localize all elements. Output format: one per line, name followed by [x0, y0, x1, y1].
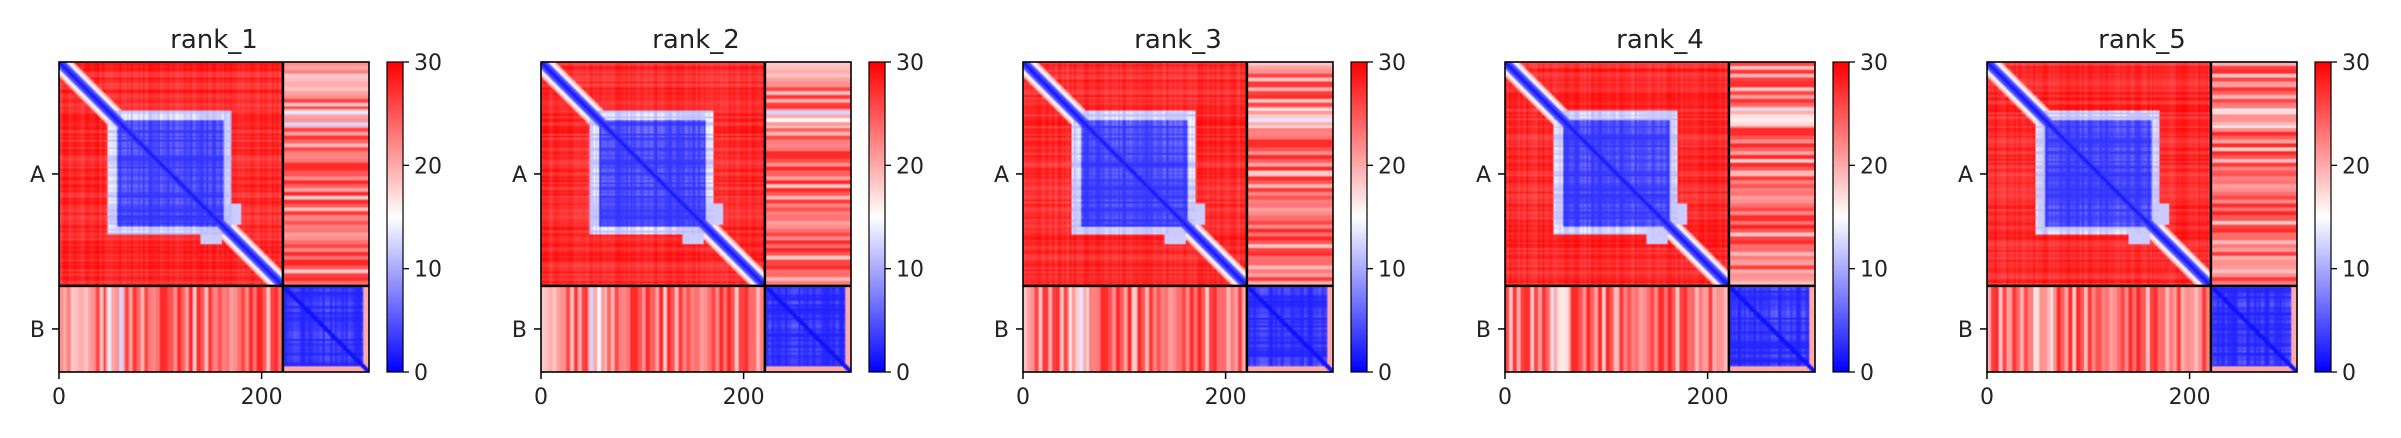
pae-heatmap — [1023, 62, 1333, 372]
colorbar-tick-label: 10 — [1378, 258, 1406, 283]
colorbar-tick-label: 30 — [2342, 51, 2370, 76]
colorbar-tick-label: 30 — [896, 51, 924, 76]
colorbar-tick-label: 30 — [1860, 51, 1888, 76]
panel-4: rank_4 A B 0 200 0 10 20 30 — [1476, 25, 1888, 410]
pae-heatmap — [1987, 62, 2297, 372]
colorbar-tick-label: 0 — [1860, 361, 1874, 386]
colorbar-tick-label: 10 — [414, 258, 442, 283]
colorbar-tick-label: 20 — [2342, 154, 2370, 179]
colorbar — [868, 61, 886, 373]
x-tick-label: 0 — [1980, 385, 1994, 410]
x-tick-label: 0 — [52, 385, 66, 410]
pae-heatmap — [59, 62, 369, 372]
chain-label-B: B — [512, 318, 527, 343]
axes-frame — [1986, 61, 2298, 373]
colorbar-tick-label: 10 — [1860, 258, 1888, 283]
chain-label-A: A — [512, 163, 527, 188]
panel-title: rank_5 — [2098, 25, 2186, 55]
chain-label-A: A — [994, 163, 1009, 188]
x-tick-label: 200 — [2169, 385, 2211, 410]
chain-label-B: B — [994, 318, 1009, 343]
panel-2: rank_2 A B 0 200 0 10 20 30 — [512, 25, 924, 410]
colorbar — [1832, 61, 1850, 373]
colorbar — [2314, 61, 2332, 373]
colorbar-tick-label: 20 — [1378, 154, 1406, 179]
colorbar-tick-label: 30 — [1378, 51, 1406, 76]
panel-title: rank_1 — [170, 25, 258, 55]
panel-title: rank_4 — [1616, 25, 1704, 55]
chain-label-A: A — [1958, 163, 1973, 188]
axes-frame — [1504, 61, 1816, 373]
panel-5: rank_5 A B 0 200 0 10 20 30 — [1958, 25, 2370, 410]
colorbar — [1350, 61, 1368, 373]
panel-1: rank_1 A B 0 200 0 10 20 30 — [30, 25, 442, 410]
chain-label-B: B — [30, 318, 45, 343]
x-tick-label: 0 — [534, 385, 548, 410]
x-tick-label: 200 — [1205, 385, 1247, 410]
colorbar-tick-label: 20 — [896, 154, 924, 179]
chain-label-A: A — [30, 163, 45, 188]
x-tick-label: 0 — [1498, 385, 1512, 410]
colorbar-tick-label: 10 — [2342, 258, 2370, 283]
chain-label-A: A — [1476, 163, 1491, 188]
colorbar-tick-label: 0 — [896, 361, 910, 386]
colorbar — [386, 61, 404, 373]
panel-3: rank_3 A B 0 200 0 10 20 30 — [994, 25, 1406, 410]
axes-frame — [1022, 61, 1334, 373]
x-tick-label: 200 — [241, 385, 283, 410]
colorbar-tick-label: 20 — [1860, 154, 1888, 179]
colorbar-tick-label: 0 — [2342, 361, 2356, 386]
pae-heatmap — [541, 62, 851, 372]
colorbar-tick-label: 0 — [1378, 361, 1392, 386]
x-tick-label: 0 — [1016, 385, 1030, 410]
chain-label-B: B — [1958, 318, 1973, 343]
x-tick-label: 200 — [1687, 385, 1729, 410]
colorbar-tick-label: 30 — [414, 51, 442, 76]
colorbar-tick-label: 0 — [414, 361, 428, 386]
x-tick-label: 200 — [723, 385, 765, 410]
panel-title: rank_3 — [1134, 25, 1222, 55]
colorbar-tick-label: 10 — [896, 258, 924, 283]
colorbar-tick-label: 20 — [414, 154, 442, 179]
axes-frame — [540, 61, 852, 373]
chain-label-B: B — [1476, 318, 1491, 343]
pae-heatmap — [1505, 62, 1815, 372]
axes-frame — [58, 61, 370, 373]
panel-title: rank_2 — [652, 25, 740, 55]
